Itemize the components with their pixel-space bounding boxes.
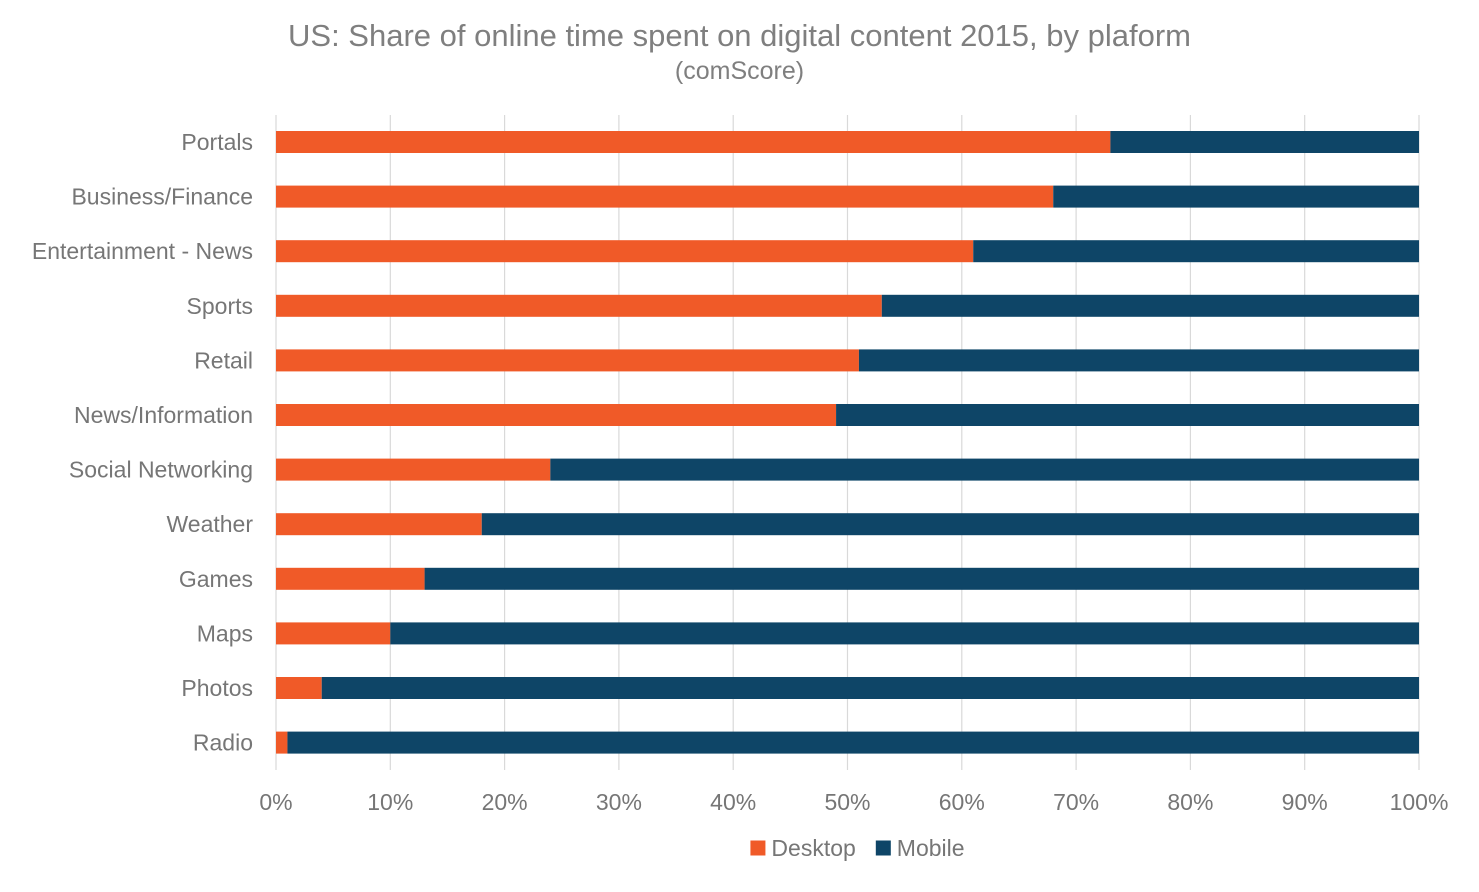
bar-mobile <box>973 240 1419 263</box>
bar-mobile <box>836 404 1419 426</box>
bar-desktop <box>276 622 391 645</box>
bar-mobile <box>481 513 1419 536</box>
bar-desktop <box>276 349 859 372</box>
bar-desktop <box>276 240 974 263</box>
category-label: Games <box>179 566 253 592</box>
category-label: Business/Finance <box>71 184 253 210</box>
x-tick-label: 20% <box>482 789 528 815</box>
category-label: Portals <box>181 129 253 155</box>
bar-mobile <box>390 622 1419 645</box>
bar-mobile <box>321 677 1420 699</box>
chart-title: US: Share of online time spent on digita… <box>288 18 1191 53</box>
bar-desktop <box>276 567 425 590</box>
x-tick-label: 80% <box>1167 789 1213 815</box>
bar-desktop <box>276 513 482 536</box>
x-tick-label: 10% <box>367 789 413 815</box>
bar-mobile <box>550 458 1419 481</box>
bars <box>276 131 1420 754</box>
x-axis-tick-labels: 0% 10% 20% 30% 40% 50% 60% 70% 80% 90% 100% <box>259 789 1448 815</box>
bar-desktop <box>276 131 1111 153</box>
bar-desktop <box>276 677 322 699</box>
x-tick-label: 90% <box>1282 789 1328 815</box>
x-tick-label: 40% <box>710 789 756 815</box>
category-label: Weather <box>166 511 253 537</box>
bar-desktop <box>276 731 288 754</box>
x-tick-label: 100% <box>1390 789 1449 815</box>
bar-desktop <box>276 185 1054 208</box>
category-labels: Portals Business/Finance Entertainment - N… <box>32 129 253 756</box>
bar-desktop <box>276 458 551 481</box>
category-label: Photos <box>181 675 253 701</box>
x-tick-label: 70% <box>1053 789 1099 815</box>
category-label: News/Information <box>74 402 253 428</box>
legend-label-mobile: Mobile <box>897 835 965 861</box>
category-label: Sports <box>187 293 253 319</box>
x-tick-label: 30% <box>596 789 642 815</box>
legend: Desktop Mobile <box>750 835 965 861</box>
x-tick-label: 0% <box>259 789 292 815</box>
bar-mobile <box>858 349 1419 372</box>
category-label: Social Networking <box>69 457 253 483</box>
bar-mobile <box>287 731 1420 754</box>
bar-mobile <box>1110 131 1419 153</box>
category-label: Radio <box>193 730 253 756</box>
category-label: Entertainment - News <box>32 238 253 264</box>
bar-mobile <box>881 294 1419 317</box>
legend-label-desktop: Desktop <box>771 835 855 861</box>
bar-desktop <box>276 404 837 426</box>
x-tick-label: 50% <box>824 789 870 815</box>
chart-subtitle: (comScore) <box>674 57 805 85</box>
category-label: Retail <box>194 347 253 373</box>
bar-mobile <box>1053 185 1419 208</box>
x-tick-label: 60% <box>939 789 985 815</box>
bar-desktop <box>276 294 882 317</box>
gridlines <box>275 115 1420 770</box>
bar-mobile <box>424 567 1420 590</box>
category-label: Maps <box>197 620 253 646</box>
legend-swatch-desktop <box>750 840 766 856</box>
legend-swatch-mobile <box>875 840 891 856</box>
